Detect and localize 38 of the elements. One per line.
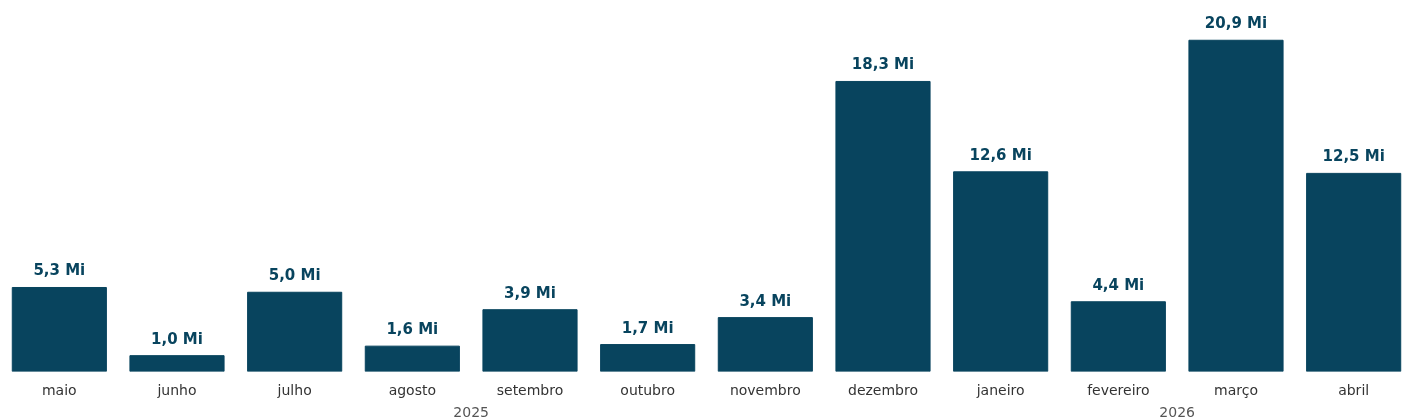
data-label: 3,4 Mi (739, 291, 792, 310)
x-tick-label: setembro (496, 381, 564, 398)
data-label: 3,9 Mi (504, 283, 556, 302)
data-label: 20,9 Mi (1204, 14, 1268, 33)
bar (247, 291, 343, 372)
bar (600, 344, 696, 372)
x-tick-label: março (1214, 381, 1258, 398)
bar (1070, 301, 1166, 372)
bar (953, 171, 1049, 372)
x-tick-label: dezembro (848, 381, 918, 398)
data-label: 5,0 Mi (268, 266, 321, 285)
bar (1306, 172, 1402, 372)
x-tick-label: novembro (729, 381, 801, 398)
x-tick-label: maio (42, 381, 77, 398)
bar (482, 309, 578, 372)
x-tick-label: janeiro (975, 381, 1025, 398)
text: 2025 (453, 403, 489, 419)
bar (717, 317, 813, 372)
x-tick-label: julho (276, 381, 312, 398)
bar (1188, 39, 1284, 372)
data-label: 5,3 Mi (33, 261, 86, 280)
data-label: 18,3 Mi (851, 55, 915, 74)
x-tick-label: junho (156, 381, 197, 398)
x-tick-label: abril (1338, 381, 1370, 398)
text: 2026 (1159, 403, 1196, 419)
data-label: 12,6 Mi (969, 145, 1032, 164)
x-tick-label: agosto (388, 381, 437, 398)
x-tick-label: fevereiro (1087, 381, 1150, 398)
bar (364, 345, 460, 372)
bar (129, 355, 225, 372)
data-label: 1,0 Mi (151, 329, 203, 348)
bar (11, 287, 107, 372)
data-label: 12,5 Mi (1322, 147, 1385, 166)
bar (835, 80, 931, 372)
data-label: 1,6 Mi (386, 320, 439, 339)
data-label: 1,7 Mi (621, 318, 674, 337)
data-label: 4,4 Mi (1092, 275, 1145, 294)
x-tick-label: outubro (620, 381, 676, 398)
